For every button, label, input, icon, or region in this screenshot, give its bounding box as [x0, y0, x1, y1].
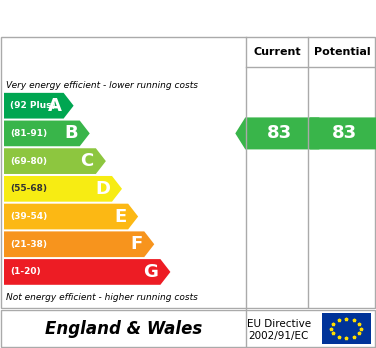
Text: (55-68): (55-68)	[10, 184, 47, 193]
Text: A: A	[48, 97, 62, 115]
Text: G: G	[144, 263, 158, 281]
Polygon shape	[235, 117, 319, 149]
Text: D: D	[95, 180, 110, 198]
Text: E: E	[114, 207, 126, 226]
Text: Current: Current	[253, 47, 301, 57]
Text: Not energy efficient - higher running costs: Not energy efficient - higher running co…	[6, 293, 198, 302]
Text: (21-38): (21-38)	[10, 240, 47, 249]
Polygon shape	[4, 120, 90, 146]
Text: 83: 83	[332, 124, 357, 142]
Text: 83: 83	[267, 124, 292, 142]
Text: England & Wales: England & Wales	[44, 319, 202, 338]
Polygon shape	[4, 93, 74, 119]
Text: B: B	[64, 124, 78, 142]
Text: (81-91): (81-91)	[10, 129, 47, 138]
Text: 2002/91/EC: 2002/91/EC	[249, 331, 309, 341]
Text: (1-20): (1-20)	[10, 268, 41, 276]
Polygon shape	[4, 259, 170, 285]
Polygon shape	[4, 204, 138, 229]
Text: (92 Plus): (92 Plus)	[10, 101, 56, 110]
Polygon shape	[4, 176, 122, 202]
Bar	[321, 313, 371, 345]
Text: Potential: Potential	[314, 47, 370, 57]
Text: C: C	[80, 152, 94, 170]
Text: (69-80): (69-80)	[10, 157, 47, 166]
Polygon shape	[300, 117, 376, 149]
Text: (39-54): (39-54)	[10, 212, 47, 221]
Polygon shape	[4, 231, 154, 257]
Text: Energy Efficiency Rating: Energy Efficiency Rating	[11, 9, 259, 27]
Text: Very energy efficient - lower running costs: Very energy efficient - lower running co…	[6, 80, 198, 89]
Text: EU Directive: EU Directive	[247, 319, 311, 329]
Text: F: F	[130, 235, 142, 253]
Polygon shape	[4, 148, 106, 174]
